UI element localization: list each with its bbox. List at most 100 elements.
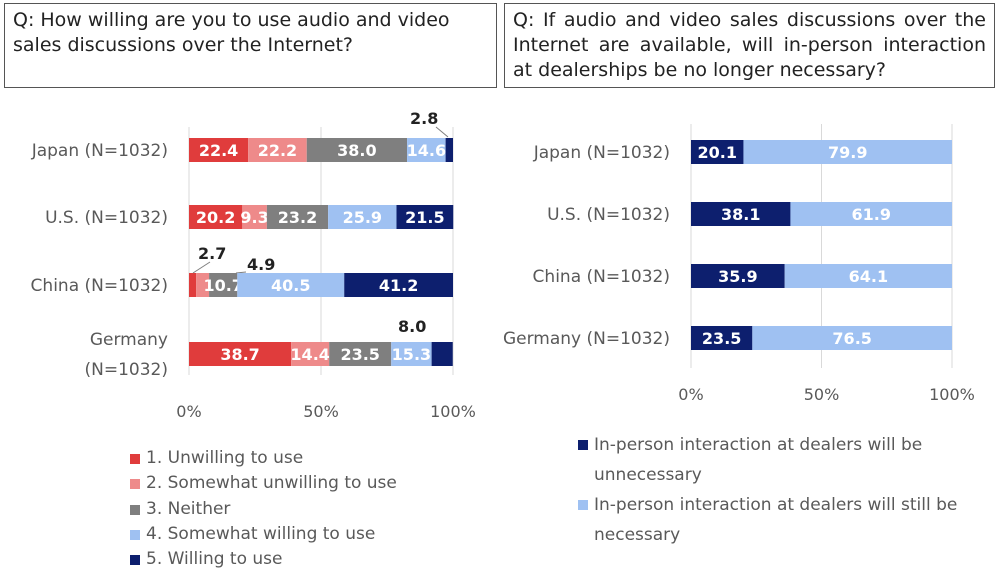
legend-label: necessary [594,525,681,545]
data-label: 9.3 [240,208,268,227]
bar-in-person-interaction-at-dealers-will-be-unnecessary-3 [691,326,753,350]
data-label: 20.2 [196,208,235,227]
legend-item-4-somewhat-willing-to-use: 4. Somewhat willing to use [130,522,397,547]
legend-item-in-person-interaction-at-dealers-will-be-unnecessary: In-person interaction at dealers will be [578,430,978,460]
legend-item-in-person-interaction-at-dealers-will-be-unnecessary: unnecessary [578,460,978,490]
question-right-text: Q: If audio and video sales discussions … [513,9,986,81]
data-label: 20.1 [697,143,736,162]
legend-label: In-person interaction at dealers will be [594,435,923,455]
legend-swatch [578,500,588,510]
category-label: Japan (N=1032) [533,143,670,163]
legend-item-2-somewhat-unwilling-to-use: 2. Somewhat unwilling to use [130,471,397,496]
bar-4-somewhat-willing-to-use-0 [407,138,446,162]
data-label: 79.9 [828,143,867,162]
x-tick-label: 0% [176,402,201,421]
legend-label: In-person interaction at dealers will st… [594,495,958,515]
bar-1-unwilling-to-use-1 [189,205,243,229]
legend-label: 4. Somewhat willing to use [146,523,376,544]
bar-1-unwilling-to-use-3 [189,342,292,366]
bar-1-unwilling-to-use-2 [189,273,197,297]
data-label: 41.2 [379,276,418,295]
bar-in-person-interaction-at-dealers-will-be-unnecessary-1 [691,202,791,226]
legend-swatch [578,470,588,480]
bar-in-person-interaction-at-dealers-will-still-be-necessary-0 [743,140,952,164]
category-label: (N=1032) [85,360,169,380]
legend-item-in-person-interaction-at-dealers-will-still-be-necessary: In-person interaction at dealers will st… [578,490,978,520]
data-label: 21.5 [405,208,444,227]
data-label-callout: 4.9 [247,255,275,274]
callout-line [235,271,247,274]
data-label-callout: 2.8 [410,109,438,128]
data-label: 10.7 [203,276,242,295]
legend-swatch [130,479,140,490]
question-box-right: Q: If audio and video sales discussions … [504,3,995,88]
callout-line [192,261,211,274]
data-label: 64.1 [849,267,888,286]
data-label: 76.5 [832,329,871,348]
category-label: U.S. (N=1032) [45,208,168,228]
bar-5-willing-to-use-2 [344,273,453,297]
data-label-callout: 2.7 [198,244,226,263]
data-label: 14.4 [290,345,329,364]
data-label: 38.7 [220,345,259,364]
x-tick-label: 0% [678,385,703,404]
bar-5-willing-to-use-0 [445,138,453,162]
data-label: 40.5 [271,276,310,295]
x-tick-label: 50% [804,385,840,404]
category-label: U.S. (N=1032) [547,205,670,225]
legend-item-in-person-interaction-at-dealers-will-still-be-necessary: necessary [578,520,978,550]
legend-swatch [130,529,140,540]
data-label: 38.0 [337,141,376,160]
legend-swatch [130,454,140,464]
bar-3-neither-0 [306,138,408,162]
category-label: China (N=1032) [533,267,670,287]
legend-swatch [130,504,140,515]
legend-right: In-person interaction at dealers will be… [578,430,978,550]
bar-in-person-interaction-at-dealers-will-still-be-necessary-1 [790,202,952,226]
legend-label: 1. Unwilling to use [146,448,304,468]
x-tick-label: 50% [303,402,339,421]
data-label-callout: 8.0 [398,317,426,336]
data-label: 25.9 [343,208,382,227]
bar-2-somewhat-unwilling-to-use-2 [196,273,210,297]
bar-3-neither-1 [266,205,329,229]
bar-2-somewhat-unwilling-to-use-3 [291,342,330,366]
bar-3-neither-2 [209,273,238,297]
question-box-left: Q: How willing are you to use audio and … [4,3,497,88]
category-label: Japan (N=1032) [31,141,168,161]
bar-in-person-interaction-at-dealers-will-be-unnecessary-2 [691,264,785,288]
bar-4-somewhat-willing-to-use-2 [237,273,345,297]
category-label: China (N=1032) [31,276,168,296]
callout-line [435,126,449,138]
legend-item-5-willing-to-use: 5. Willing to use [130,547,397,572]
bar-2-somewhat-unwilling-to-use-0 [248,138,307,162]
data-label: 22.4 [199,141,238,160]
category-label: Germany (N=1032) [503,329,670,349]
x-tick-label: 100% [430,402,476,421]
legend-swatch [578,530,588,540]
bar-2-somewhat-unwilling-to-use-1 [242,205,267,229]
bar-in-person-interaction-at-dealers-will-still-be-necessary-3 [752,326,952,350]
category-label: Germany [90,330,168,350]
bar-4-somewhat-willing-to-use-3 [391,342,432,366]
legend-item-3-neither: 3. Neither [130,497,397,522]
data-label: 14.6 [407,141,446,160]
legend-label: 5. Willing to use [146,549,283,570]
legend-left: 1. Unwilling to use 2. Somewhat unwilling… [130,446,397,572]
bar-1-unwilling-to-use-0 [189,138,249,162]
data-label: 15.3 [392,345,431,364]
bar-5-willing-to-use-1 [396,205,454,229]
data-label: 35.9 [718,267,757,286]
data-label: 22.2 [258,141,297,160]
x-tick-label: 100% [929,385,975,404]
bar-3-neither-3 [329,342,392,366]
bar-in-person-interaction-at-dealers-will-still-be-necessary-2 [784,264,952,288]
data-label: 23.2 [278,208,317,227]
bar-in-person-interaction-at-dealers-will-be-unnecessary-0 [691,140,744,164]
bar-5-willing-to-use-3 [431,342,453,366]
legend-swatch [578,440,588,450]
legend-label: 2. Somewhat unwilling to use [146,473,397,494]
data-label: 61.9 [851,205,890,224]
question-left-text: Q: How willing are you to use audio and … [13,9,450,56]
